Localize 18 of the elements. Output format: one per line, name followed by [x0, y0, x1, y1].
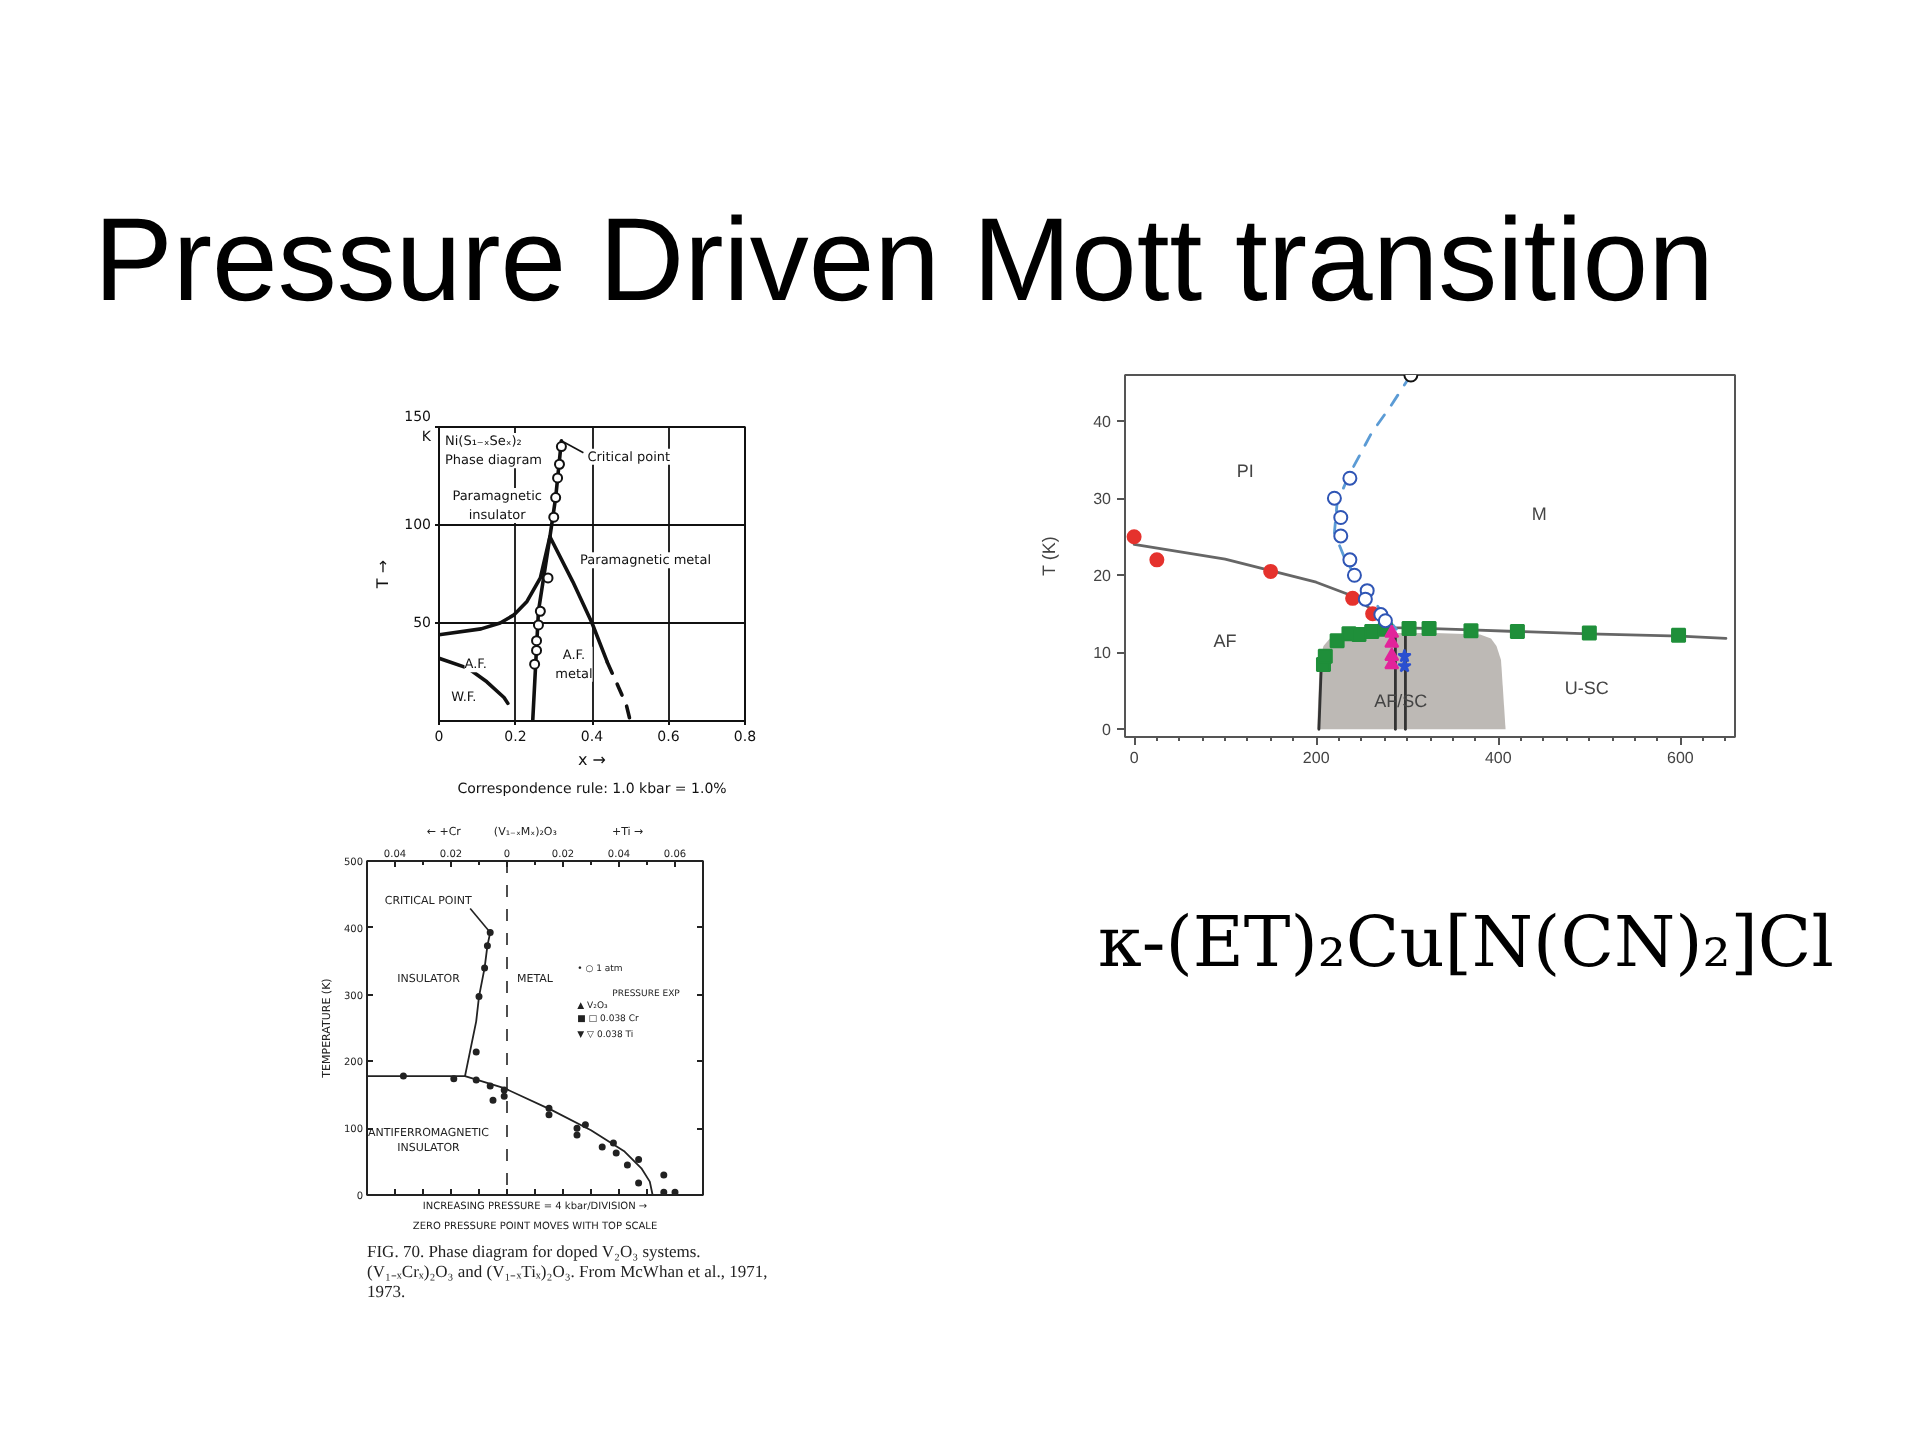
x-tick-label: 600 — [1667, 749, 1695, 767]
annotation: PI — [1236, 461, 1254, 482]
text: Pressure Driven Mott transition — [92, 192, 1714, 330]
y-axis-title: T (K) — [1039, 536, 1060, 576]
x-tick-label: 200 — [1302, 749, 1331, 767]
y-tick-label: 10 — [1093, 644, 1113, 663]
text: κ-(ET)₂Cu[N(CN)₂]Cl — [1098, 902, 1834, 985]
annotation: U-SC — [1564, 677, 1610, 698]
annotation: AF — [1213, 630, 1238, 651]
y-tick-label: 30 — [1093, 490, 1113, 509]
x-tick-label: 0 — [1129, 749, 1140, 767]
y-tick-label: 20 — [1093, 567, 1113, 586]
x-axis-title: x → — [578, 751, 607, 769]
caption: FIG. 70. Phase diagram for doped V₂O₃ systems. (V₁₋ₓCrₓ)₂O₃ and (V₁₋ₓTiₓ)₂O₃. From McWhan et al., 1971, 1973. — [367, 1241, 768, 1301]
annotation: M — [1531, 503, 1547, 524]
y-axis-title: T → — [374, 559, 393, 591]
x-tick-label: 400 — [1484, 749, 1513, 767]
y-tick-label: 40 — [1093, 413, 1113, 432]
